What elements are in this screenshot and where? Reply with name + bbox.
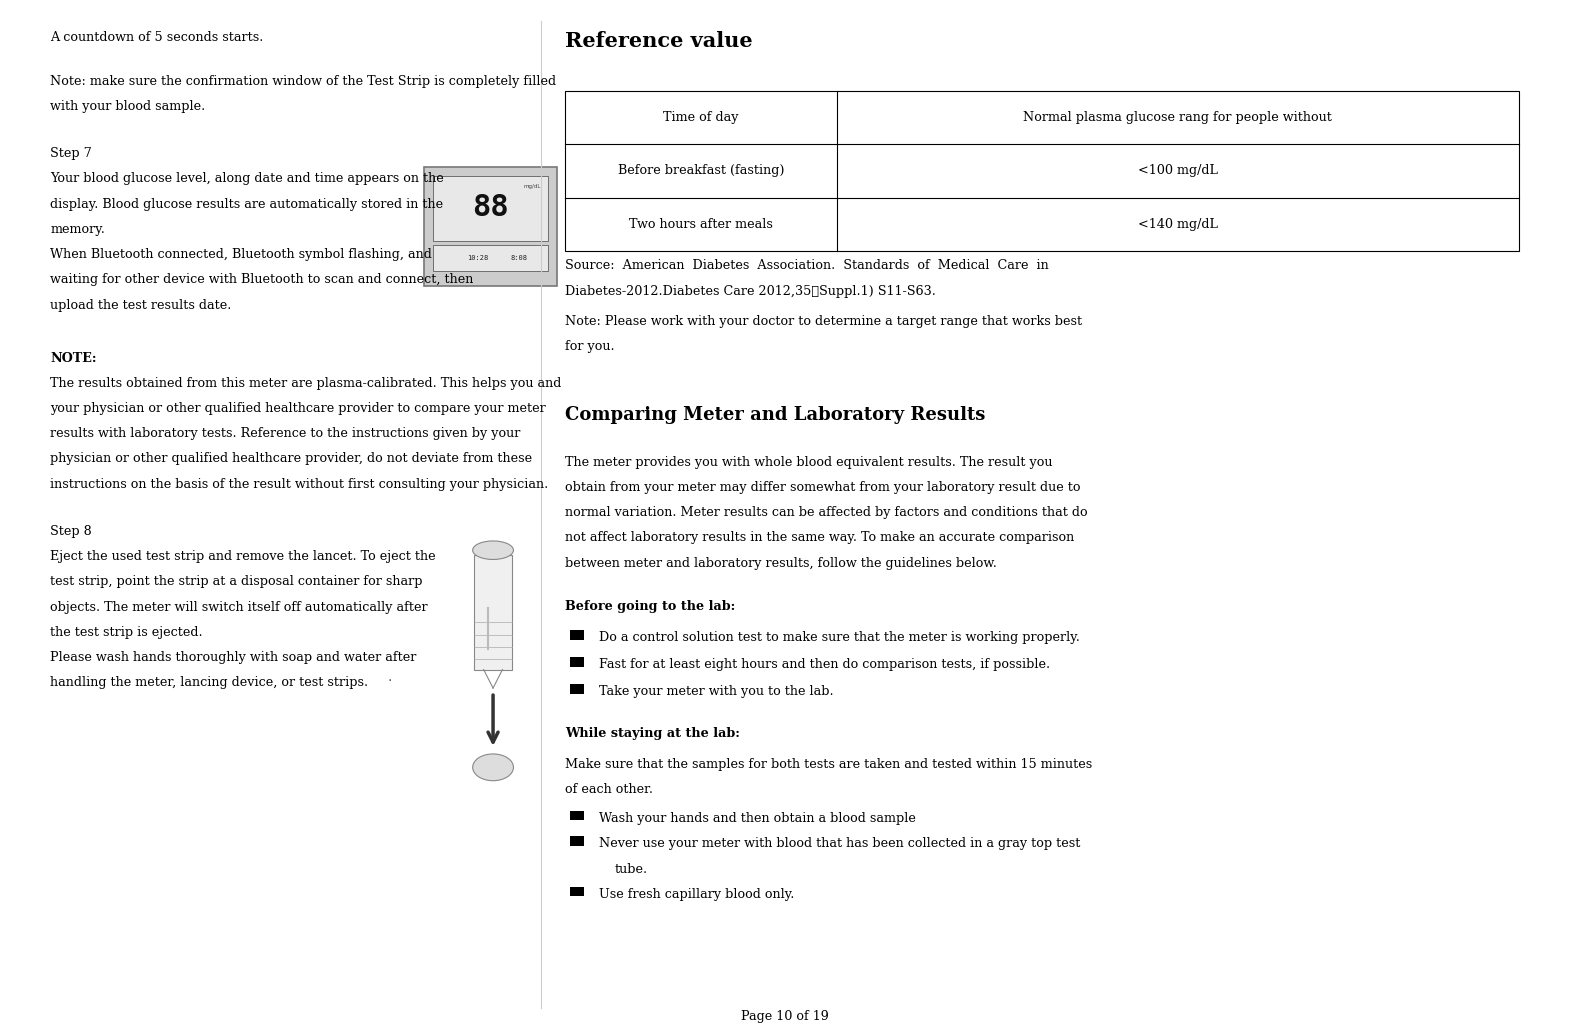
Text: tube.: tube.	[615, 862, 648, 876]
Text: waiting for other device with Bluetooth to scan and connect, then: waiting for other device with Bluetooth …	[50, 274, 474, 286]
Text: physician or other qualified healthcare provider, do not deviate from these: physician or other qualified healthcare …	[50, 453, 532, 465]
Bar	[474, 556, 511, 670]
Bar	[570, 837, 584, 846]
Text: memory.: memory.	[50, 223, 105, 236]
Text: A countdown of 5 seconds starts.: A countdown of 5 seconds starts.	[50, 31, 264, 44]
Text: Please wash hands thoroughly with soap and water after: Please wash hands thoroughly with soap a…	[50, 651, 417, 664]
Text: not affect laboratory results in the same way. To make an accurate comparison: not affect laboratory results in the sam…	[565, 531, 1075, 544]
Circle shape	[472, 754, 513, 781]
Text: Source:  American  Diabetes  Association.  Standards  of  Medical  Care  in: Source: American Diabetes Association. S…	[565, 259, 1048, 273]
Bar	[565, 91, 1519, 251]
Text: your physician or other qualified healthcare provider to compare your meter: your physician or other qualified health…	[50, 402, 546, 415]
Text: 10:28: 10:28	[468, 255, 488, 261]
Text: Fast for at least eight hours and then do comparison tests, if possible.: Fast for at least eight hours and then d…	[599, 659, 1051, 671]
Text: the test strip is ejected.: the test strip is ejected.	[50, 626, 202, 639]
Text: for you.: for you.	[565, 341, 615, 354]
Text: Wash your hands and then obtain a blood sample: Wash your hands and then obtain a blood …	[599, 812, 916, 825]
Text: <140 mg/dL: <140 mg/dL	[1138, 218, 1218, 230]
Text: Note: Please work with your doctor to determine a target range that works best: Note: Please work with your doctor to de…	[565, 315, 1083, 328]
Text: Your blood glucose level, along date and time appears on the: Your blood glucose level, along date and…	[50, 173, 444, 185]
Text: between meter and laboratory results, follow the guidelines below.: between meter and laboratory results, fo…	[565, 557, 996, 570]
Text: Diabetes-2012.Diabetes Care 2012,35〈Suppl.1) S11-S63.: Diabetes-2012.Diabetes Care 2012,35〈Supp…	[565, 285, 935, 297]
Text: with your blood sample.: with your blood sample.	[50, 100, 206, 113]
Text: upload the test results date.: upload the test results date.	[50, 298, 232, 312]
Text: Never use your meter with blood that has been collected in a gray top test: Never use your meter with blood that has…	[599, 838, 1081, 850]
Text: While staying at the lab:: While staying at the lab:	[565, 728, 739, 740]
Text: Use fresh capillary blood only.: Use fresh capillary blood only.	[599, 888, 795, 900]
Bar	[424, 168, 557, 286]
Text: 8:08: 8:08	[510, 255, 527, 261]
Text: Reference value: Reference value	[565, 31, 753, 50]
Bar	[570, 811, 584, 820]
Text: NOTE:: NOTE:	[50, 352, 97, 364]
Text: The meter provides you with whole blood equivalent results. The result you: The meter provides you with whole blood …	[565, 456, 1053, 469]
Text: Eject the used test strip and remove the lancet. To eject the: Eject the used test strip and remove the…	[50, 551, 436, 563]
Text: Time of day: Time of day	[664, 111, 739, 123]
Bar	[433, 176, 548, 241]
Text: Step 7: Step 7	[50, 147, 93, 161]
Text: Do a control solution test to make sure that the meter is working properly.: Do a control solution test to make sure …	[599, 631, 1079, 644]
Text: 88: 88	[472, 193, 508, 222]
Text: normal variation. Meter results can be affected by factors and conditions that d: normal variation. Meter results can be a…	[565, 506, 1087, 520]
Text: <100 mg/dL: <100 mg/dL	[1138, 165, 1218, 177]
Text: Comparing Meter and Laboratory Results: Comparing Meter and Laboratory Results	[565, 406, 985, 424]
Text: Step 8: Step 8	[50, 525, 93, 538]
Text: instructions on the basis of the result without first consulting your physician.: instructions on the basis of the result …	[50, 477, 549, 491]
Text: Two hours after meals: Two hours after meals	[629, 218, 772, 230]
Text: Take your meter with you to the lab.: Take your meter with you to the lab.	[599, 685, 835, 699]
Bar	[570, 630, 584, 639]
Text: test strip, point the strip at a disposal container for sharp: test strip, point the strip at a disposa…	[50, 575, 422, 589]
Text: results with laboratory tests. Reference to the instructions given by your: results with laboratory tests. Reference…	[50, 427, 521, 440]
Text: obtain from your meter may differ somewhat from your laboratory result due to: obtain from your meter may differ somewh…	[565, 481, 1081, 494]
Bar	[570, 658, 584, 667]
Text: .: .	[388, 670, 392, 684]
Text: mg/dL: mg/dL	[524, 184, 541, 188]
Text: Note: make sure the confirmation window of the Test Strip is completely filled: Note: make sure the confirmation window …	[50, 75, 557, 87]
Bar	[570, 887, 584, 896]
Text: objects. The meter will switch itself off automatically after: objects. The meter will switch itself of…	[50, 601, 428, 613]
Ellipse shape	[472, 541, 513, 560]
Text: Before breakfast (fasting): Before breakfast (fasting)	[618, 165, 784, 177]
Text: handling the meter, lancing device, or test strips.: handling the meter, lancing device, or t…	[50, 676, 369, 689]
Text: display. Blood glucose results are automatically stored in the: display. Blood glucose results are autom…	[50, 198, 444, 211]
Text: of each other.: of each other.	[565, 783, 653, 796]
Text: Make sure that the samples for both tests are taken and tested within 15 minutes: Make sure that the samples for both test…	[565, 758, 1092, 771]
Text: Page 10 of 19: Page 10 of 19	[741, 1010, 828, 1024]
Bar	[433, 245, 548, 272]
Text: The results obtained from this meter are plasma-calibrated. This helps you and: The results obtained from this meter are…	[50, 377, 562, 390]
Bar	[570, 684, 584, 694]
Text: Normal plasma glucose rang for people without: Normal plasma glucose rang for people wi…	[1023, 111, 1332, 123]
Text: Before going to the lab:: Before going to the lab:	[565, 601, 736, 613]
Text: When Bluetooth connected, Bluetooth symbol flashing, and: When Bluetooth connected, Bluetooth symb…	[50, 248, 431, 261]
